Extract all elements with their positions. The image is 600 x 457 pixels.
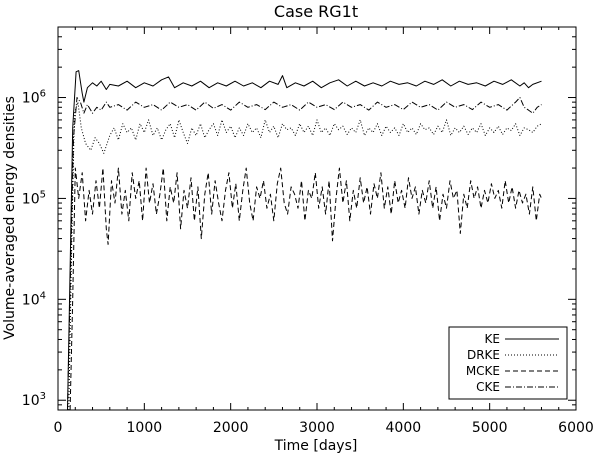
legend-label-ke: KE bbox=[485, 332, 500, 346]
y-axis-label: Volume-averaged energy densities bbox=[2, 96, 18, 340]
x-tick-label: 1000 bbox=[127, 420, 163, 436]
y-tick-label: 106 bbox=[22, 89, 46, 107]
y-tick-label: 103 bbox=[22, 391, 46, 409]
series-line-ke bbox=[67, 70, 542, 411]
y-tick-label: 104 bbox=[22, 290, 46, 308]
x-tick-label: 4000 bbox=[386, 420, 422, 436]
series-line-drke bbox=[68, 101, 542, 411]
x-tick-label: 0 bbox=[54, 420, 63, 436]
series-line-cke bbox=[67, 97, 542, 411]
legend-label-drke: DRKE bbox=[467, 348, 500, 362]
chart-title: Case RG1t bbox=[274, 2, 358, 21]
x-tick-label: 6000 bbox=[558, 420, 594, 436]
x-axis-label: Time [days] bbox=[274, 438, 358, 454]
legend-label-cke: CKE bbox=[476, 380, 500, 394]
legend: KE DRKE MCKE CKE bbox=[448, 326, 568, 400]
series-line-mcke bbox=[69, 167, 542, 411]
y-tick-label: 105 bbox=[22, 189, 46, 207]
x-tick-label: 5000 bbox=[472, 420, 508, 436]
x-tick-label: 2000 bbox=[213, 420, 249, 436]
legend-label-mcke: MCKE bbox=[466, 364, 500, 378]
legend-box bbox=[448, 326, 568, 400]
x-tick-label: 3000 bbox=[299, 420, 335, 436]
